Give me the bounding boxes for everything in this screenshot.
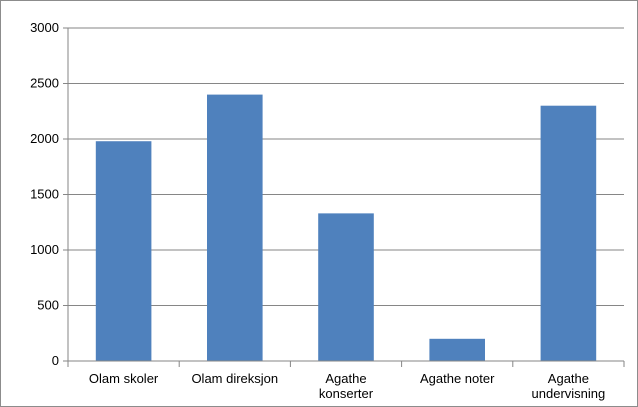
bar: [318, 213, 374, 361]
y-tick-label: 0: [52, 353, 59, 368]
x-tick-label-line: Olam direksjon: [191, 371, 278, 386]
x-tick-label: Agathe undervisning: [532, 371, 606, 401]
bar: [541, 106, 597, 361]
x-tick-label-line: Agathe: [548, 371, 589, 386]
x-tick-label-line: konserter: [319, 386, 374, 401]
y-tick-label: 1500: [30, 187, 59, 202]
x-tick-label: Agathe konserter: [319, 371, 374, 401]
x-tick-label-line: undervisning: [532, 386, 606, 401]
x-tick-label: Olam direksjon: [191, 371, 278, 386]
bar: [96, 141, 152, 361]
y-tick-label: 2000: [30, 131, 59, 146]
x-tick-label-line: Agathe: [325, 371, 366, 386]
y-tick-label: 2500: [30, 76, 59, 91]
y-tick-label: 1000: [30, 242, 59, 257]
x-tick-label: Agathe noter: [420, 371, 495, 386]
x-tick-label-line: Agathe noter: [420, 371, 495, 386]
x-tick-label: Olam skoler: [89, 371, 159, 386]
y-tick-label: 3000: [30, 20, 59, 35]
y-tick-label: 500: [37, 298, 59, 313]
bar: [429, 339, 485, 361]
x-tick-label-line: Olam skoler: [89, 371, 159, 386]
bar: [207, 95, 263, 361]
